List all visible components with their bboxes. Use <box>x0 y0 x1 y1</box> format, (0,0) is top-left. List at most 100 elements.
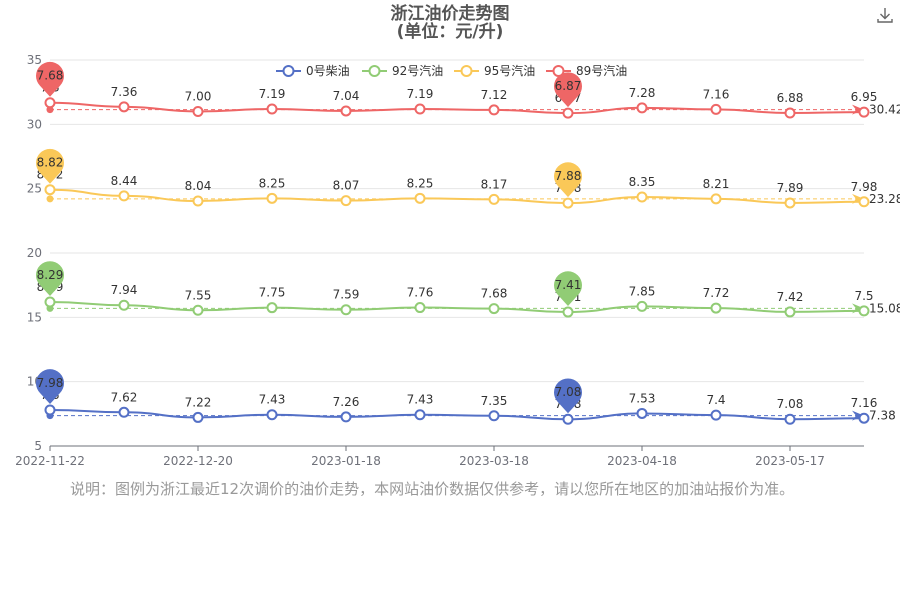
legend-item-3[interactable]: 89号汽油 <box>546 63 627 78</box>
max-pin-shape <box>36 369 65 404</box>
data-label: 7.76 <box>407 286 434 300</box>
data-point <box>118 190 130 202</box>
y-tick-label: 15 <box>27 310 42 324</box>
average-arrow <box>852 104 864 115</box>
data-label: 7.68 <box>481 287 508 301</box>
legend: 0号柴油 92号汽油 95号汽油 89号汽油 <box>276 63 627 78</box>
data-label: 7.55 <box>185 288 212 302</box>
x-tick-label: 2023-05-17 <box>755 454 825 468</box>
series-line <box>49 188 865 205</box>
data-point <box>44 296 56 308</box>
data-label: 8.44 <box>111 174 138 188</box>
max-pin: 8.29 <box>36 261 65 297</box>
y-tick-label: 25 <box>27 182 42 196</box>
data-label: 8.17 <box>481 177 508 191</box>
data-label: 8.35 <box>629 175 656 189</box>
legend-item-0[interactable]: 0号柴油 <box>276 64 350 78</box>
y-tick-label: 30 <box>27 117 42 131</box>
data-point <box>340 105 352 117</box>
data-point <box>784 413 796 425</box>
data-point <box>710 193 722 205</box>
data-label: 7.72 <box>703 286 730 300</box>
legend-item-2[interactable]: 95号汽油 <box>454 63 535 78</box>
data-label: 6.95 <box>851 90 878 104</box>
data-point <box>266 192 278 204</box>
data-label: 7.26 <box>333 395 360 409</box>
data-point <box>44 404 56 416</box>
data-point <box>784 306 796 318</box>
data-label: 7.19 <box>407 87 434 101</box>
chart-note: 说明：图例为浙江最近12次调价的油价走势，本网站油价数据仅供参考，请以您所在地区… <box>70 480 795 498</box>
series-line <box>49 408 865 421</box>
data-label: 7.98 <box>851 180 878 194</box>
average-label: 7.38 <box>869 409 896 423</box>
min-pin: 6.87 <box>554 72 582 108</box>
data-point <box>340 304 352 316</box>
data-label: 7.43 <box>407 393 434 407</box>
data-label: 7.5 <box>854 289 873 303</box>
data-point <box>44 184 56 196</box>
max-pin: 7.68 <box>36 61 64 97</box>
average-arrow <box>852 193 864 204</box>
data-point <box>488 104 500 116</box>
min-pin-shape <box>554 162 582 198</box>
average-arrow <box>852 410 864 421</box>
legend-marker <box>282 65 295 77</box>
download-icon[interactable] <box>876 6 894 24</box>
min-pin: 7.41 <box>554 271 582 307</box>
data-label: 7.59 <box>333 288 360 302</box>
data-label: 6.88 <box>777 91 804 105</box>
legend-label: 92号汽油 <box>392 63 443 78</box>
min-pin-label: 7.08 <box>555 385 582 399</box>
data-label: 8.21 <box>703 177 730 191</box>
y-tick-label: 35 <box>27 53 42 67</box>
min-pin-shape <box>554 378 582 414</box>
data-point <box>266 409 278 421</box>
data-label: 7.75 <box>259 286 286 300</box>
data-point <box>784 197 796 209</box>
legend-item-1[interactable]: 92号汽油 <box>362 63 443 78</box>
data-point <box>858 196 870 208</box>
data-point <box>192 195 204 207</box>
data-label: 8.07 <box>333 179 360 193</box>
chart-title: 浙江油价走势图 <box>390 4 510 24</box>
data-point <box>340 411 352 423</box>
data-label: 7.53 <box>629 391 656 405</box>
data-label: 7.19 <box>259 87 286 101</box>
data-point <box>118 101 130 113</box>
min-pin-label: 7.41 <box>555 278 582 292</box>
data-point <box>710 302 722 314</box>
data-point <box>414 103 426 115</box>
min-pin: 7.88 <box>554 162 582 198</box>
data-label: 7.36 <box>111 85 138 99</box>
x-tick-label: 2023-04-18 <box>607 454 677 468</box>
max-pin-label: 7.68 <box>37 69 64 83</box>
data-point <box>858 412 870 424</box>
legend-label: 95号汽油 <box>484 63 535 78</box>
data-point <box>118 299 130 311</box>
average-arrow <box>852 303 864 314</box>
data-label: 8.25 <box>259 176 286 190</box>
data-label: 7.43 <box>259 393 286 407</box>
data-point <box>414 302 426 314</box>
data-label: 7.04 <box>333 89 360 103</box>
y-tick-label: 20 <box>27 246 42 260</box>
data-point <box>192 304 204 316</box>
data-point <box>636 191 648 203</box>
data-point <box>858 305 870 317</box>
data-label: 7.42 <box>777 290 804 304</box>
max-pin-label: 8.29 <box>37 268 64 282</box>
data-label: 7.28 <box>629 86 656 100</box>
legend-marker <box>552 65 565 77</box>
series-3: 30.427.87.367.007.197.047.197.126.877.28… <box>36 61 900 119</box>
data-label: 7.89 <box>777 181 804 195</box>
data-point <box>192 411 204 423</box>
max-pin-label: 8.82 <box>37 156 64 170</box>
min-pin-shape <box>554 72 582 108</box>
data-label: 7.4 <box>706 393 725 407</box>
min-pin-shape <box>554 271 582 307</box>
data-point <box>414 409 426 421</box>
data-point <box>488 303 500 315</box>
data-point <box>44 97 56 109</box>
